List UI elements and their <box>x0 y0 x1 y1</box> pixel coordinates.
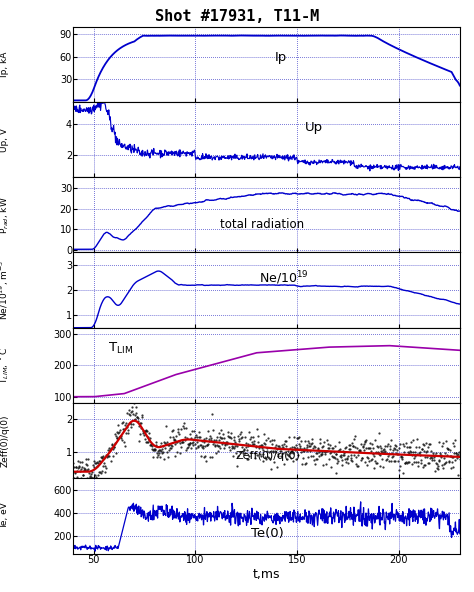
Text: Ip: Ip <box>274 50 287 63</box>
Text: P$_{rad}$, kW: P$_{rad}$, kW <box>0 196 11 234</box>
X-axis label: t,ms: t,ms <box>253 568 281 581</box>
Text: Zeff(0)/q(0): Zeff(0)/q(0) <box>236 452 301 461</box>
Text: Zeff(0)/q(0): Zeff(0)/q(0) <box>0 414 9 467</box>
Text: Up: Up <box>305 121 323 134</box>
Text: Ip, kA: Ip, kA <box>0 52 9 77</box>
Text: Te(0): Te(0) <box>251 527 284 540</box>
Text: Ne/10$^{19}$: Ne/10$^{19}$ <box>259 269 309 287</box>
Text: Te, eV: Te, eV <box>0 503 9 529</box>
Text: Ne/10$^{19}$, m$^{-3}$: Ne/10$^{19}$, m$^{-3}$ <box>0 260 11 320</box>
Text: T$_{LIM}$, $^\circ$C: T$_{LIM}$, $^\circ$C <box>0 347 11 384</box>
Text: Shot #17931, T11-M: Shot #17931, T11-M <box>155 9 319 24</box>
Text: Up, V: Up, V <box>0 127 9 152</box>
Text: total radiation: total radiation <box>220 218 304 231</box>
Text: T$_\mathrm{LIM}$: T$_\mathrm{LIM}$ <box>108 341 133 356</box>
